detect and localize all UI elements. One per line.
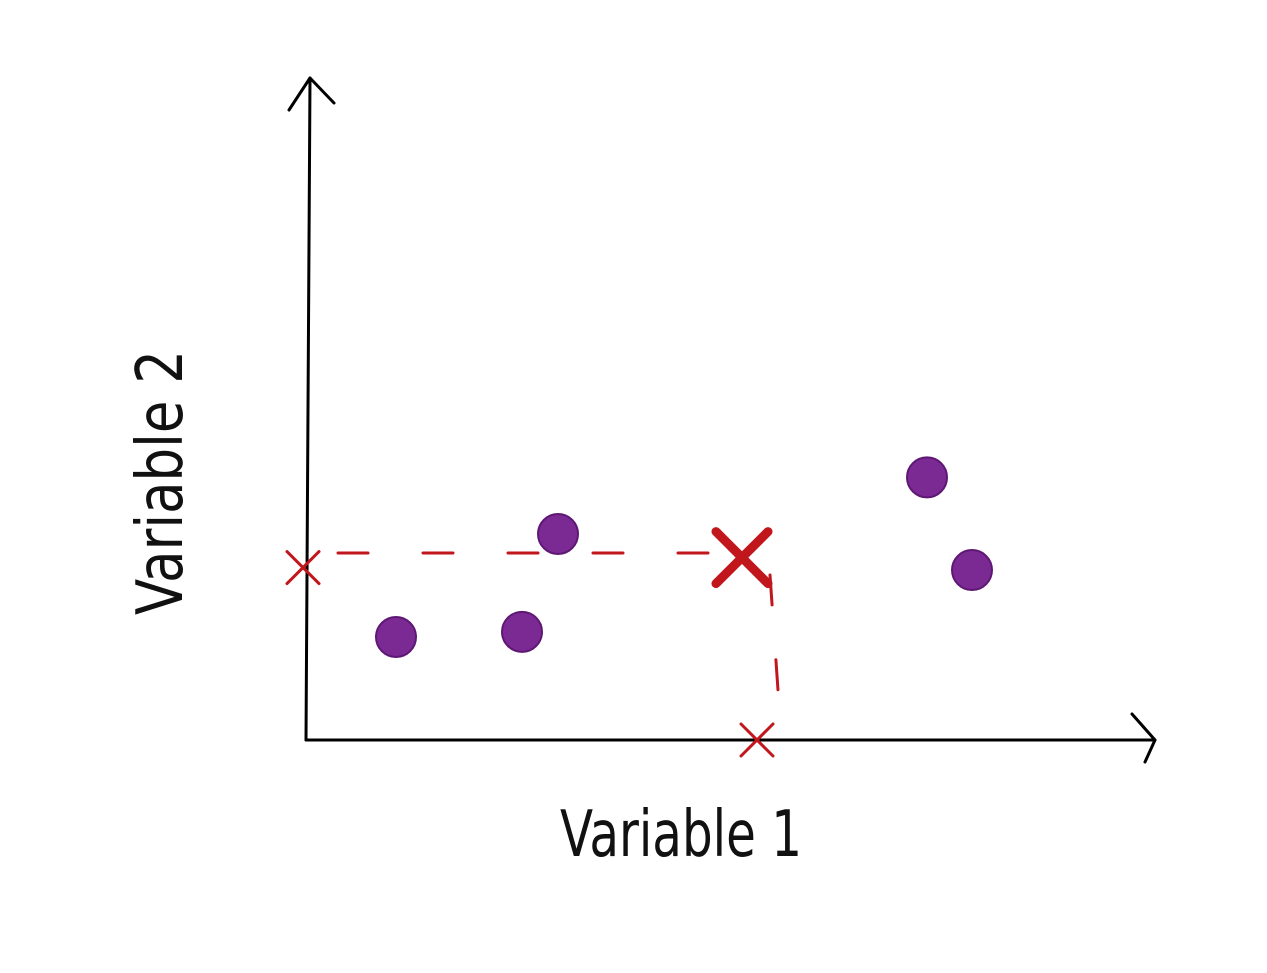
data-point [906, 456, 948, 499]
data-points [375, 456, 993, 658]
highlight-point-cross [711, 527, 773, 589]
axes [287, 76, 1157, 764]
data-point [951, 549, 993, 592]
y-axis-arrowhead [287, 76, 336, 112]
guide-lines [336, 551, 780, 692]
x-axis-projection-cross [739, 722, 775, 758]
x-axis-label: Variable 1 [560, 798, 802, 872]
y-axis-projection-cross [285, 550, 321, 586]
y-axis-label: Variable 2 [124, 350, 198, 615]
highlight-marks [285, 527, 775, 758]
y-axis-line [304, 76, 312, 742]
data-point [501, 610, 543, 653]
vertical-guide-line [768, 573, 780, 692]
x-axis-arrowhead [1130, 712, 1157, 764]
data-point [375, 616, 417, 658]
data-point [537, 513, 579, 555]
